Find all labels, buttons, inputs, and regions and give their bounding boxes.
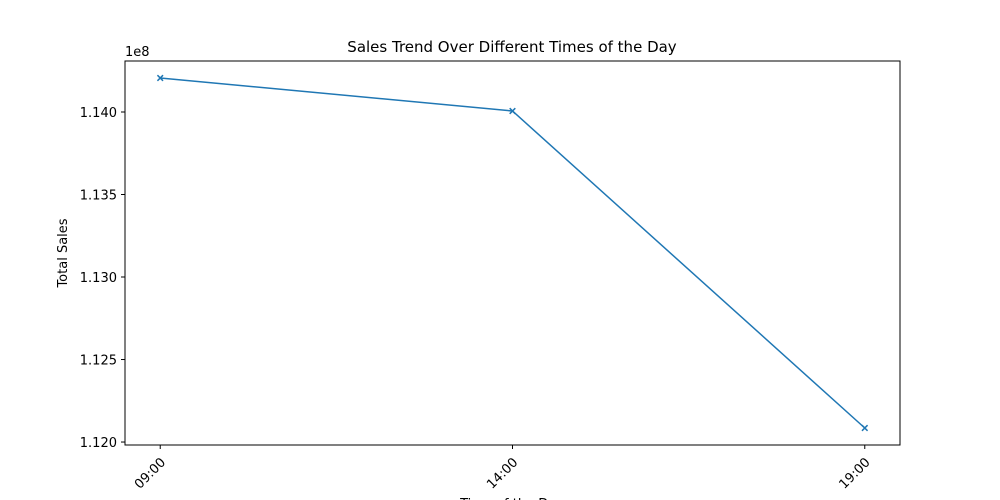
y-tick-label: 1.135 (80, 189, 117, 204)
x-axis-label: Time of the Day (459, 497, 564, 500)
y-offset-label: 1e8 (125, 45, 150, 60)
y-tick-label: 1.125 (80, 354, 117, 369)
y-tick-label: 1.140 (80, 106, 117, 121)
marker (861, 424, 869, 432)
y-tick-label: 1.130 (80, 271, 117, 286)
y-axis-label: Total Sales (56, 218, 71, 288)
marker (509, 107, 516, 115)
chart-title: Sales Trend Over Different Times of the … (347, 38, 677, 56)
y-tick-label: 1.120 (80, 436, 117, 451)
marker (156, 74, 164, 82)
